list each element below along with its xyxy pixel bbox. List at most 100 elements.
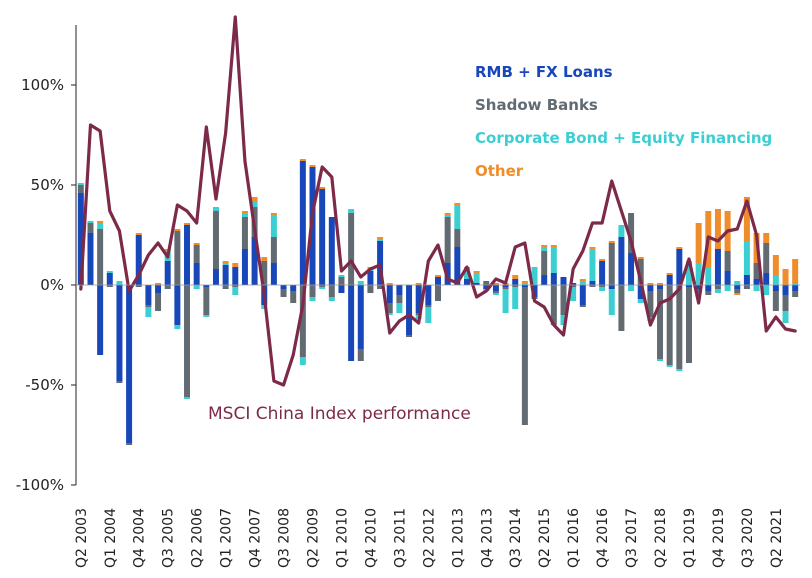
line-point-q2-2020: [736, 228, 738, 230]
bar-rmb-fx-loans-q2-2010: [348, 285, 355, 361]
line-point-q3-2014: [514, 246, 516, 248]
axes-layer: 100% 50% 0% -50% -100% Q2 2003 Q1 2004 Q4 2004 Q…: [16, 25, 800, 568]
bar-corporate-bond-equity-financing-q2-2007: [232, 287, 239, 295]
line-point-q4-2015: [562, 334, 565, 336]
bar-corporate-bond-equity-financing-q1-2011: [377, 239, 384, 241]
line-point-q4-2020: [755, 234, 758, 236]
line-point-q1-2010: [340, 270, 343, 272]
bar-shadow-banks-q2-2007: [232, 285, 239, 287]
bar-other-q2-2019: [695, 223, 702, 263]
bar-other-q3-2020: [743, 197, 750, 241]
bar-rmb-fx-loans-q3-2005: [164, 261, 171, 285]
bar-shadow-banks-q3-2008: [280, 289, 287, 297]
bar-rmb-fx-loans-q4-2006: [212, 269, 219, 285]
bar-shadow-banks-q4-2014: [521, 287, 528, 425]
bar-rmb-fx-loans-q2-2019: [695, 285, 702, 289]
y-tick-label: -100%: [16, 476, 64, 494]
bar-other-q4-2021: [792, 259, 799, 283]
bar-corporate-bond-equity-financing-q4-2016: [599, 287, 606, 291]
bar-rmb-fx-loans-q4-2011: [406, 285, 413, 335]
bar-rmb-fx-loans-q2-2021: [772, 285, 779, 291]
bar-corporate-bond-equity-financing-q3-2009: [319, 287, 326, 289]
bar-other-q4-2017: [637, 257, 644, 259]
bar-other-q4-2003: [97, 221, 104, 223]
bar-rmb-fx-loans-q4-2019: [714, 249, 721, 285]
bar-rmb-fx-loans-q2-2003: [77, 193, 84, 285]
bar-shadow-banks-q3-2007: [241, 217, 248, 249]
bar-shadow-banks-q2-2021: [772, 291, 779, 311]
bar-shadow-banks-q2-2004: [116, 381, 123, 383]
bar-rmb-fx-loans-q2-2008: [270, 263, 277, 285]
bar-rmb-fx-loans-q1-2004: [106, 273, 113, 285]
bar-rmb-fx-loans-q4-2017: [637, 285, 644, 299]
bar-corporate-bond-equity-financing-q2-2008: [270, 215, 277, 237]
line-point-q4-2008: [292, 354, 294, 356]
line-point-q2-2013: [466, 266, 468, 268]
line-point-q3-2009: [321, 166, 323, 168]
bar-rmb-fx-loans-q4-2003: [97, 285, 104, 355]
bar-other-q4-2012: [444, 213, 451, 215]
x-tick-label: Q2 2018: [653, 508, 669, 568]
x-tick-label: Q2 2015: [537, 508, 553, 568]
bar-corporate-bond-equity-financing-q4-2009: [328, 297, 335, 301]
bar-rmb-fx-loans-q4-2008: [290, 285, 297, 291]
line-point-q2-2015: [543, 306, 545, 308]
bar-shadow-banks-q4-2016: [599, 285, 606, 287]
bar-rmb-fx-loans-q3-2019: [705, 285, 712, 291]
bar-other-q2-2009: [309, 165, 316, 167]
bar-corporate-bond-equity-financing-q1-2015: [531, 267, 538, 285]
bar-rmb-fx-loans-q2-2007: [232, 267, 239, 285]
bar-rmb-fx-loans-q1-2019: [685, 285, 692, 287]
bar-shadow-banks-q4-2010: [367, 285, 374, 293]
bar-other-q1-2007: [222, 261, 229, 263]
line-point-q3-2006: [205, 126, 207, 128]
line-point-q3-2015: [553, 324, 555, 326]
bar-shadow-banks-q2-2017: [618, 285, 625, 331]
bar-shadow-banks-q2-2020: [734, 289, 741, 293]
legend-entry-other: Other: [475, 162, 524, 180]
line-point-q2-2018: [659, 302, 661, 304]
bar-other-q1-2018: [647, 283, 654, 285]
bar-corporate-bond-equity-financing-q2-2013: [463, 269, 470, 279]
line-point-q3-2005: [167, 256, 169, 258]
bar-shadow-banks-q3-2015: [550, 285, 557, 325]
bar-shadow-banks-q2-2019: [695, 289, 702, 293]
bar-shadow-banks-q1-2016: [570, 285, 577, 287]
line-point-q2-2017: [620, 210, 623, 212]
bar-shadow-banks-q4-2019: [714, 285, 721, 289]
bar-shadow-banks-q2-2008: [270, 237, 277, 263]
bar-corporate-bond-equity-financing-q3-2015: [550, 247, 557, 273]
bar-other-q2-2016: [579, 279, 586, 281]
bar-shadow-banks-q4-2004: [135, 285, 142, 287]
bar-shadow-banks-q3-2021: [782, 295, 789, 311]
bar-corporate-bond-equity-financing-q3-2003: [87, 221, 94, 223]
bar-shadow-banks-q3-2012: [435, 285, 441, 301]
bar-other-q3-2009: [319, 187, 326, 189]
x-tick-label: Q1 2010: [334, 508, 350, 568]
bar-rmb-fx-loans-q1-2006: [184, 225, 191, 285]
line-point-q3-2019: [707, 236, 709, 238]
line-point-q3-2018: [669, 298, 671, 300]
x-tick-label: Q2 2006: [190, 508, 206, 568]
bar-corporate-bond-equity-financing-q4-2005: [174, 325, 181, 329]
line-point-q3-2013: [476, 296, 478, 298]
bar-other-q3-2012: [435, 275, 441, 277]
bar-shadow-banks-q3-2016: [589, 285, 596, 287]
bar-corporate-bond-equity-financing-q2-2012: [425, 307, 432, 323]
bar-rmb-fx-loans-q2-2018: [657, 285, 664, 289]
bar-other-q2-2005: [155, 283, 162, 285]
bar-shadow-banks-q2-2012: [425, 305, 432, 307]
bar-other-q4-2007: [251, 197, 258, 201]
bar-shadow-banks-q2-2010: [348, 213, 355, 285]
bar-shadow-banks-q2-2016: [579, 305, 586, 307]
bar-rmb-fx-loans-q2-2006: [193, 263, 200, 285]
bar-shadow-banks-q4-2015: [560, 285, 567, 315]
line-point-q2-2009: [311, 212, 314, 214]
bar-shadow-banks-q2-2006: [193, 245, 200, 263]
x-tick-label: Q3 2017: [624, 508, 640, 568]
bar-shadow-banks-q4-2006: [212, 211, 219, 269]
bar-rmb-fx-loans-q4-2020: [753, 279, 760, 285]
bar-shadow-banks-q1-2005: [145, 305, 152, 307]
bar-rmb-fx-loans-q4-2009: [328, 217, 335, 285]
bar-corporate-bond-equity-financing-q1-2019: [685, 263, 692, 285]
